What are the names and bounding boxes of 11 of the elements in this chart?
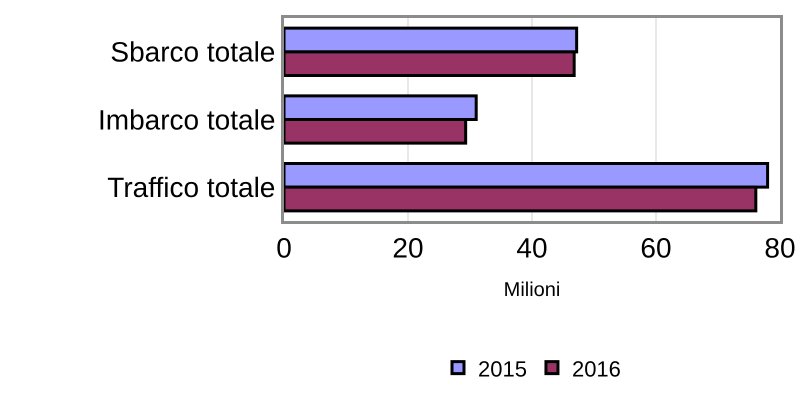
x-tick-label: 20	[392, 232, 424, 264]
x-tick-label: 60	[640, 232, 672, 264]
x-tick-label: 0	[276, 232, 292, 264]
legend-label: 2015	[478, 356, 527, 382]
legend-label: 2016	[572, 356, 621, 382]
x-axis-title: Milioni	[504, 279, 560, 302]
y-tick-label: Imbarco totale	[98, 104, 276, 136]
y-tick-label: Sbarco totale	[110, 36, 276, 68]
y-tick-label: Traffico totale	[107, 172, 276, 203]
x-tick-label: 40	[516, 232, 548, 264]
x-tick-label: 80	[764, 232, 796, 264]
